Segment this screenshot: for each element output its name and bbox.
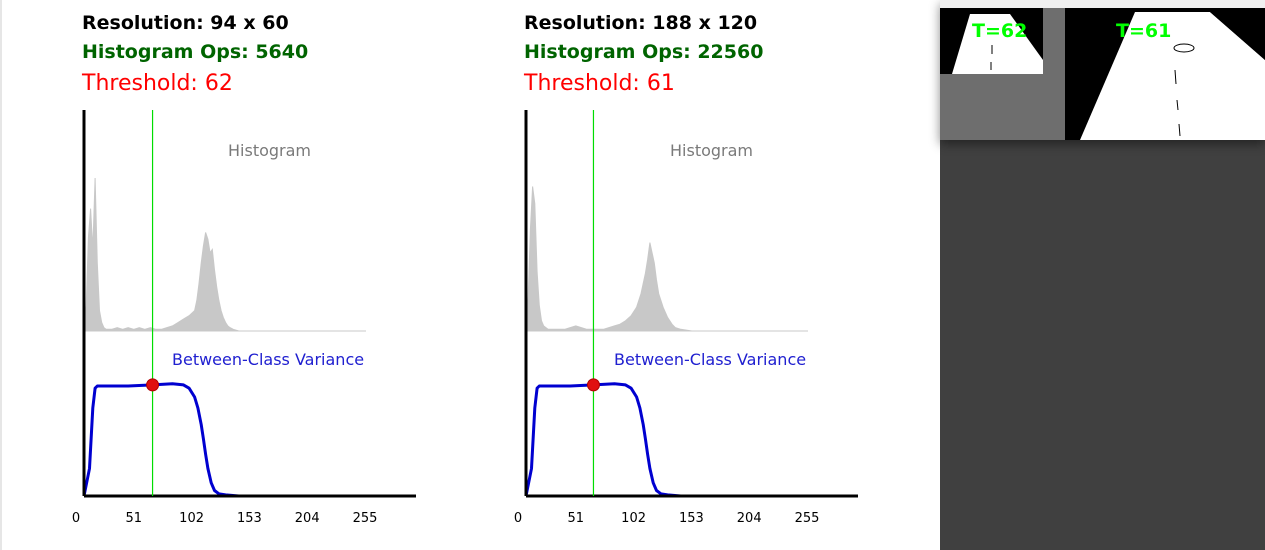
variance-series	[82, 382, 366, 498]
x-tick-label: 0	[514, 511, 522, 526]
chart-panel-high-res: Resolution: 188 x 120 Histogram Ops: 225…	[442, 0, 882, 550]
x-tick-label: 0	[72, 511, 80, 526]
binary-preview-card: T=62 T=61	[940, 0, 1265, 140]
chart-panel-low-res: Resolution: 94 x 60 Histogram Ops: 5640 …	[0, 0, 440, 550]
variance-label: Between-Class Variance	[172, 350, 364, 369]
threshold-tag-high-res: T=61	[1116, 20, 1171, 42]
resolution-label: Resolution: 94 x 60	[82, 12, 289, 34]
x-tick-label: 255	[353, 511, 378, 526]
variance-label: Between-Class Variance	[614, 350, 806, 369]
variance-series	[524, 382, 808, 498]
road-mask-low-res	[952, 14, 1043, 74]
x-tick-label: 102	[179, 511, 204, 526]
histogram-ops-label: Histogram Ops: 22560	[524, 41, 764, 63]
window-border	[0, 0, 2, 550]
lane-mark	[1176, 99, 1179, 111]
x-tick-label: 51	[568, 511, 585, 526]
preview-window: T=62 T=61	[940, 0, 1265, 550]
histogram-label: Histogram	[228, 141, 311, 160]
x-tick-label: 51	[126, 511, 143, 526]
lane-mark	[1174, 69, 1177, 85]
x-tick-label: 153	[237, 511, 262, 526]
binary-preview-images: T=62 T=61	[940, 8, 1265, 140]
x-tick-label: 204	[737, 511, 762, 526]
lane-marker	[1173, 43, 1195, 53]
threshold-marker	[146, 378, 160, 392]
histogram-series	[83, 177, 366, 332]
histogram-label: Histogram	[670, 141, 753, 160]
threshold-label: Threshold: 62	[82, 71, 233, 96]
x-tick-label: 102	[621, 511, 646, 526]
threshold-label: Threshold: 61	[524, 71, 675, 96]
x-tick-label: 204	[295, 511, 320, 526]
road-shadow	[1210, 12, 1265, 60]
threshold-marker	[586, 378, 600, 392]
histogram-ops-label: Histogram Ops: 5640	[82, 41, 309, 63]
lane-mark	[1178, 123, 1181, 137]
road-mask-high-res	[1080, 12, 1265, 140]
otsu-chart-high-res: Histogram Between-Class Variance 0 51 102 153…	[514, 110, 858, 526]
resolution-label: Resolution: 188 x 120	[524, 12, 758, 34]
x-tick-label: 153	[679, 511, 704, 526]
threshold-tag-low-res: T=62	[972, 20, 1027, 42]
plot-area: Resolution: 94 x 60 Histogram Ops: 5640 …	[0, 0, 882, 550]
otsu-chart-low-res: Histogram Between-Class Variance 0 51 102 153…	[72, 110, 416, 526]
histogram-series	[525, 186, 808, 332]
preview-titlebar	[940, 0, 1265, 8]
x-tick-label: 255	[795, 511, 820, 526]
